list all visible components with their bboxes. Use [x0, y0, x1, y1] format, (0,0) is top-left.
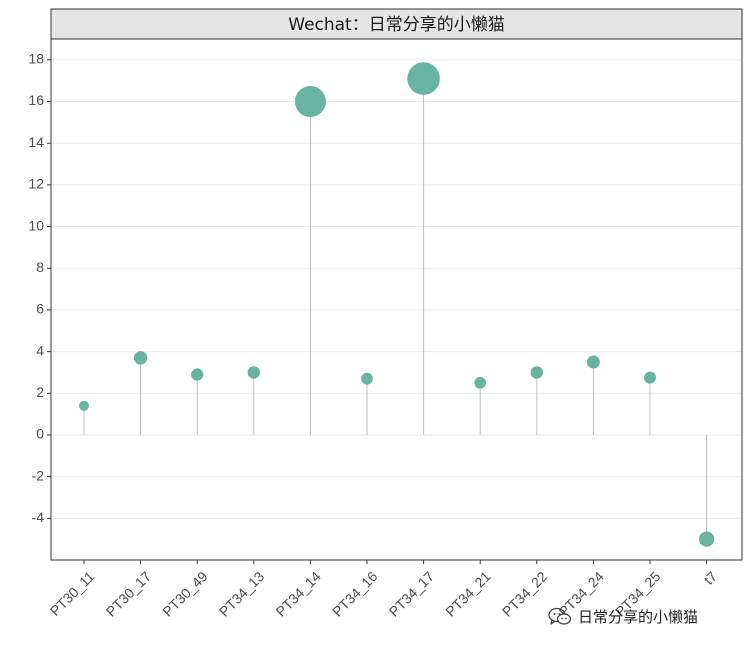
y-tick-label: 12	[28, 176, 44, 192]
watermark: 日常分享的小懒猫	[548, 606, 698, 627]
point-PT30_11	[79, 400, 89, 411]
y-tick-label: 0	[36, 426, 44, 442]
x-tick-label: PT34_16	[329, 568, 381, 620]
chart-title: Wechat：日常分享的小懒猫	[288, 15, 504, 35]
strip-background	[50, 8, 743, 40]
grid-lines	[51, 59, 742, 519]
x-tick-label: PT34_21	[442, 568, 494, 620]
point-PT34_16	[361, 372, 373, 385]
point-PT34_22	[530, 366, 543, 379]
point-PT34_25	[644, 371, 656, 384]
point-PT30_17	[133, 351, 148, 365]
stems	[83, 78, 708, 540]
strip-header: Wechat：日常分享的小懒猫	[50, 8, 743, 40]
y-tick-label: 8	[36, 259, 44, 275]
point-PT34_17	[407, 62, 440, 95]
y-tick-label: 10	[28, 217, 44, 233]
points	[79, 62, 715, 547]
y-tick-label: -2	[32, 467, 45, 483]
y-tick-label: 2	[36, 384, 44, 400]
point-PT30_49	[191, 368, 204, 381]
y-axis: -4 -2 0 2 4 6 8 10 12 14 16 18	[28, 51, 51, 525]
y-tick-label: 16	[28, 92, 44, 108]
y-tick-label: 6	[36, 301, 44, 317]
x-tick-label: t7	[701, 568, 721, 588]
x-tick-label: PT34_17	[386, 568, 438, 620]
x-tick-label: PT30_11	[47, 568, 98, 619]
point-PT34_13	[247, 366, 260, 379]
point-PT34_14	[294, 86, 326, 118]
wechat-icon	[548, 607, 572, 627]
point-t7	[699, 531, 715, 547]
x-tick-label: PT34_13	[216, 568, 268, 620]
panel-border	[50, 38, 743, 561]
y-tick-label: -4	[32, 509, 45, 525]
watermark-text: 日常分享的小懒猫	[578, 608, 699, 626]
y-tick-label: 4	[36, 342, 44, 358]
x-tick-label: PT34_22	[499, 568, 551, 620]
point-PT34_24	[586, 355, 600, 369]
x-tick-label: PT30_49	[159, 568, 211, 620]
x-tick-label: PT34_14	[272, 568, 324, 620]
y-tick-label: 18	[28, 51, 44, 67]
y-tick-label: 14	[28, 134, 44, 150]
point-PT34_21	[474, 377, 487, 389]
x-tick-label: PT30_17	[103, 568, 155, 620]
